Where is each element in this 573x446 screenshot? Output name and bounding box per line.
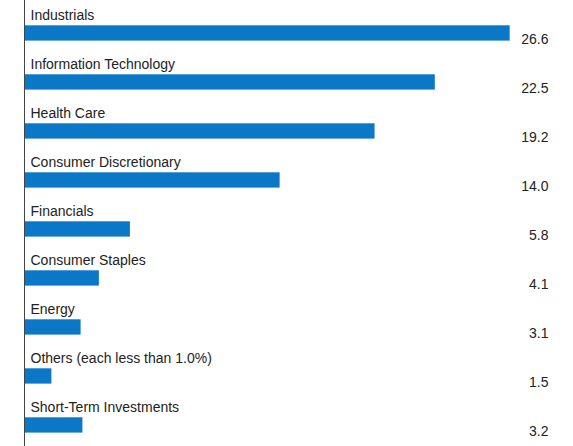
svg-text:19.2: 19.2: [521, 129, 548, 145]
svg-text:Energy: Energy: [31, 301, 75, 317]
svg-text:22.5: 22.5: [521, 80, 548, 96]
svg-text:Financials: Financials: [31, 203, 94, 219]
svg-text:Information Technology: Information Technology: [31, 56, 176, 72]
svg-text:1.5: 1.5: [529, 374, 549, 390]
svg-text:3.2: 3.2: [529, 423, 549, 439]
svg-text:Industrials: Industrials: [31, 7, 95, 23]
svg-text:14.0: 14.0: [521, 178, 548, 194]
svg-text:Consumer Discretionary: Consumer Discretionary: [31, 154, 181, 170]
svg-text:Short-Term Investments: Short-Term Investments: [31, 399, 180, 415]
svg-text:Consumer Staples: Consumer Staples: [31, 252, 146, 268]
svg-text:26.6: 26.6: [521, 31, 548, 47]
svg-text:3.1: 3.1: [529, 325, 549, 341]
svg-text:5.8: 5.8: [529, 227, 549, 243]
svg-text:Health Care: Health Care: [31, 105, 106, 121]
svg-text:Others (each less than 1.0%): Others (each less than 1.0%): [31, 350, 212, 366]
svg-text:4.1: 4.1: [529, 276, 549, 292]
